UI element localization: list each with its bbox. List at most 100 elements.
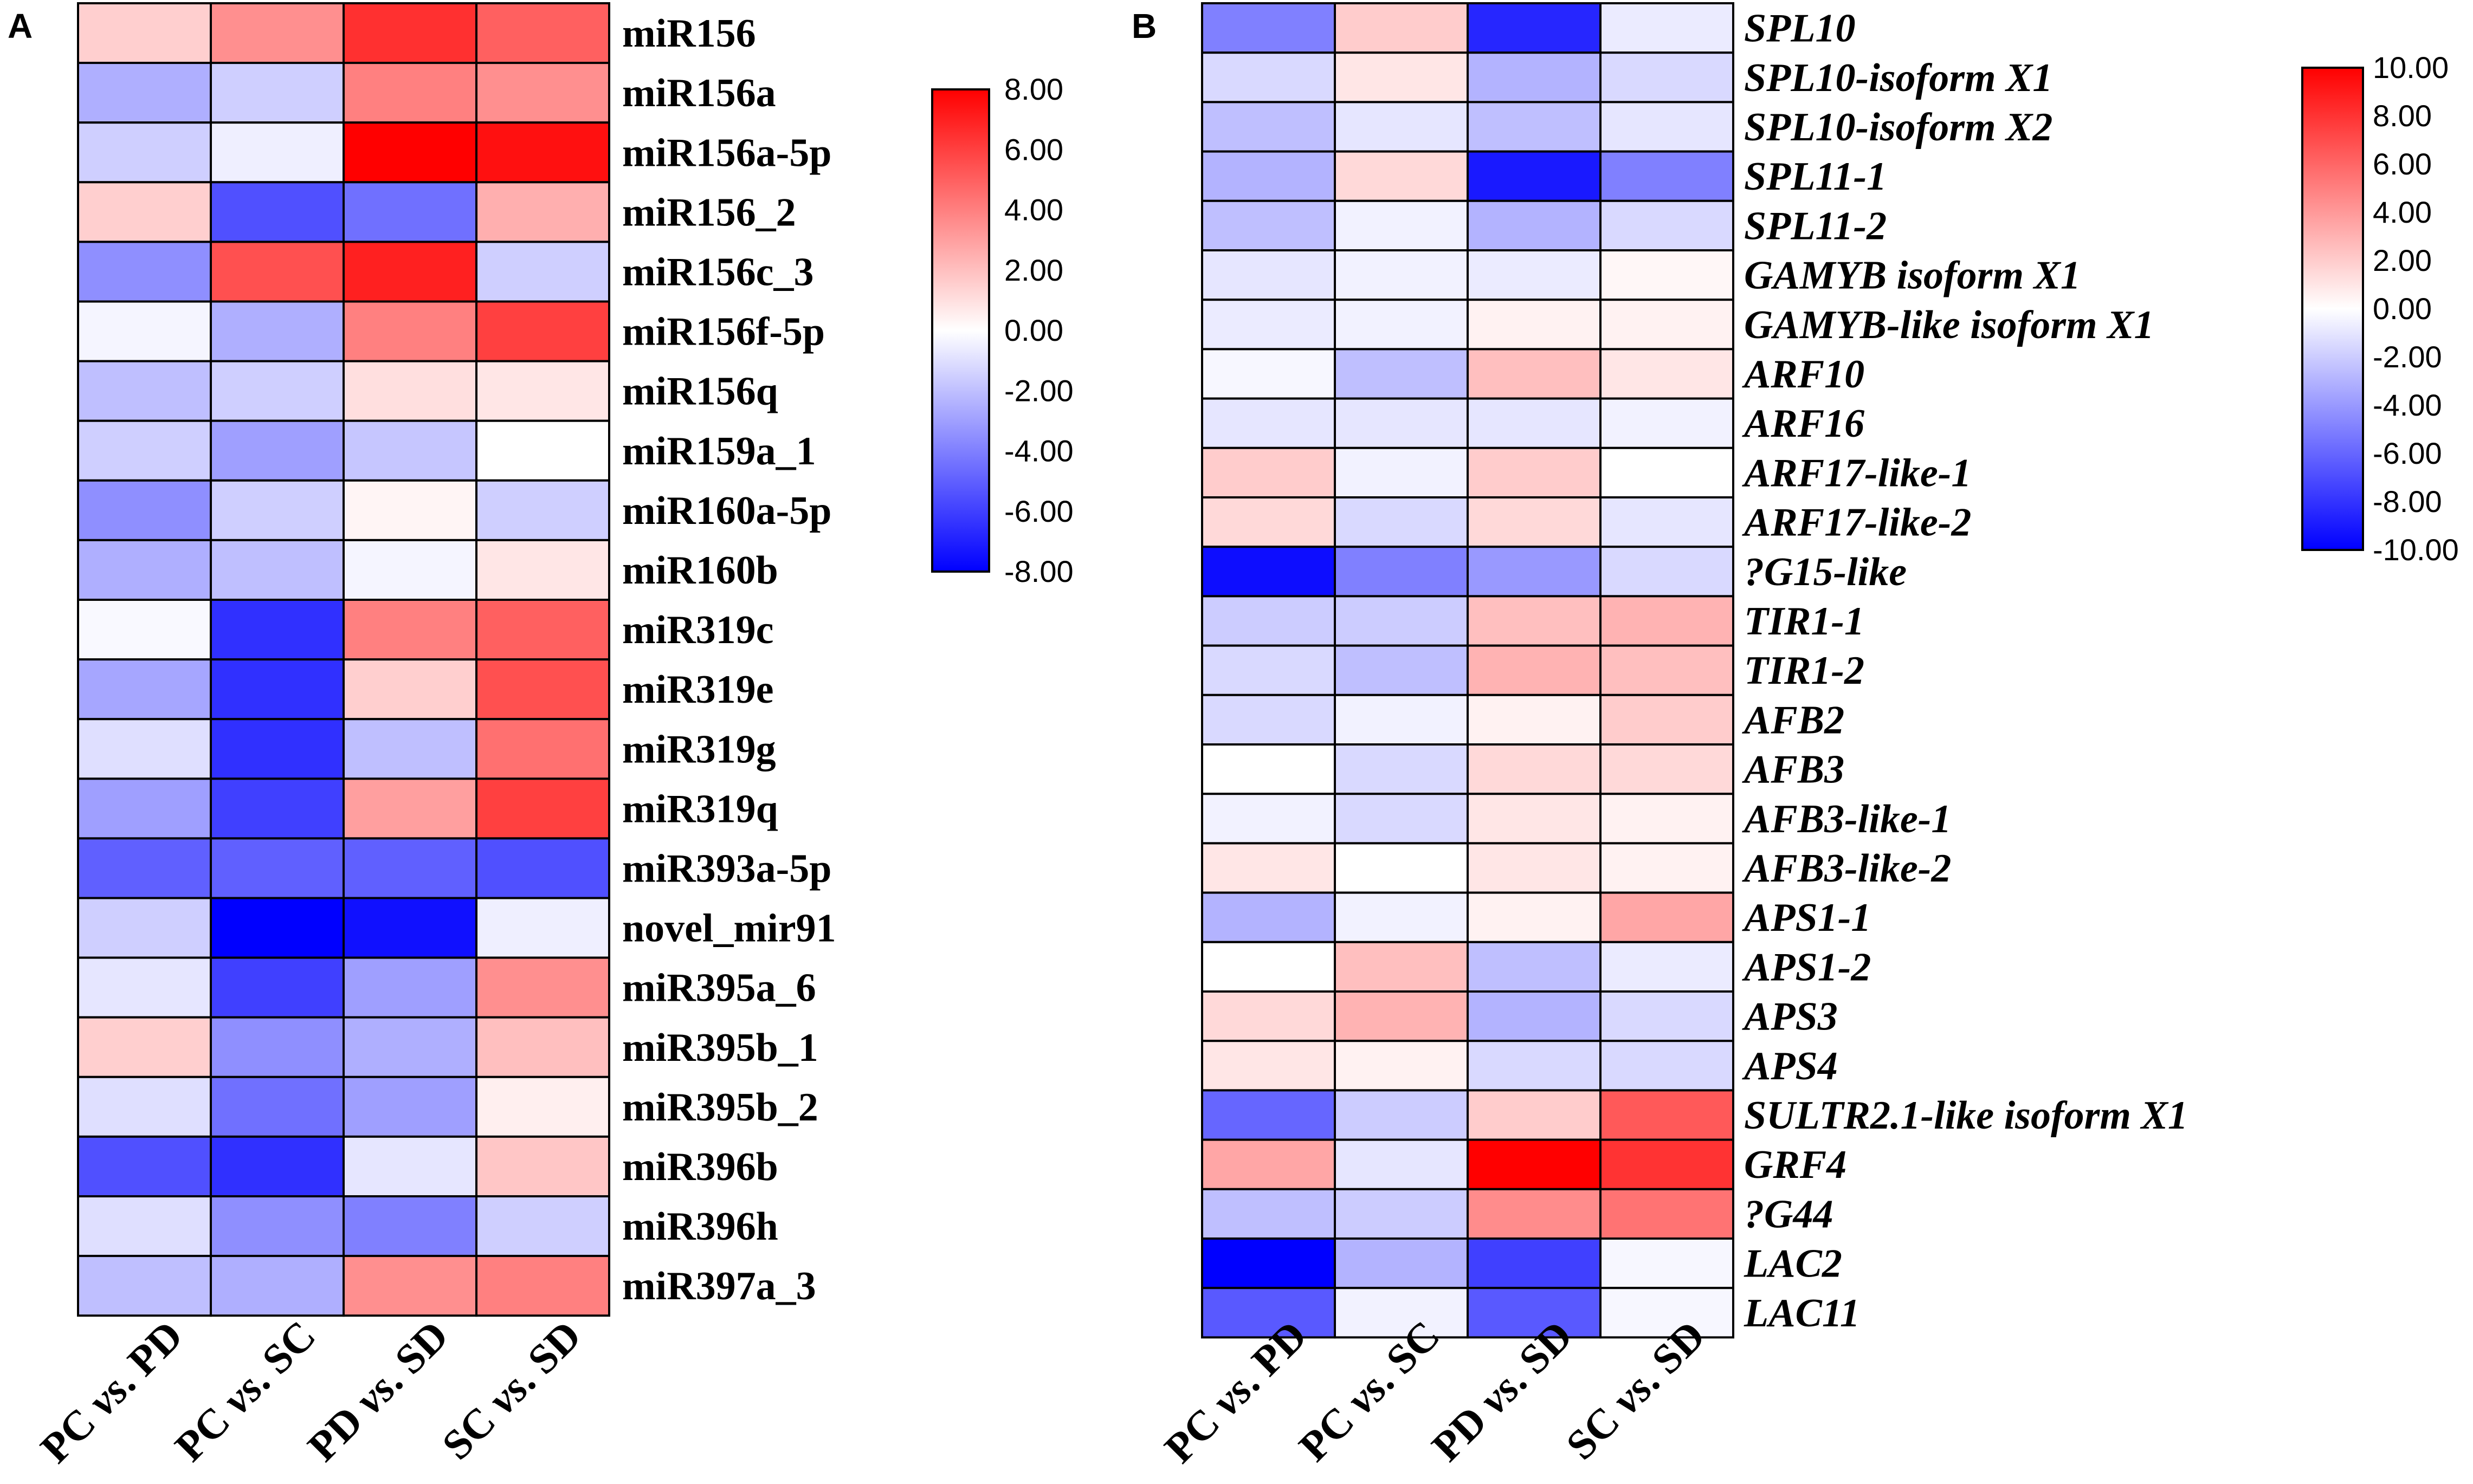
heatmap-cell (1201, 891, 1336, 943)
heatmap-cell (77, 897, 212, 959)
heatmap-cell (1334, 694, 1469, 746)
heatmap-cell (343, 419, 477, 482)
panel-b-cells (1201, 2, 1734, 1339)
heatmap-cell (77, 360, 212, 422)
row-label: SPL11-2 (1744, 204, 1887, 248)
heatmap-cell (1467, 496, 1602, 548)
heatmap-cell (210, 718, 345, 780)
row-label: miR396b (622, 1145, 778, 1189)
row-label: LAC11 (1744, 1291, 1860, 1336)
heatmap-cell (343, 718, 477, 780)
colorbar-gradient (931, 88, 990, 573)
heatmap-cell (475, 479, 610, 541)
panel-b-letter: B (1132, 7, 1157, 46)
heatmap-cell (1599, 150, 1734, 202)
heatmap-cell (1334, 842, 1469, 894)
row-label: ?G44 (1744, 1192, 1833, 1236)
heatmap-cell (1334, 348, 1469, 400)
heatmap-cell (1334, 1237, 1469, 1289)
heatmap-cell (210, 121, 345, 184)
heatmap-cell (210, 1016, 345, 1078)
heatmap-cell (210, 837, 345, 899)
heatmap-cell (210, 241, 345, 303)
colorbar-tick-label: -2.00 (2373, 340, 2442, 374)
row-label: miR156c_3 (622, 250, 814, 295)
heatmap-cell (1334, 1188, 1469, 1240)
heatmap-cell (1334, 1040, 1469, 1092)
row-label: APS3 (1742, 995, 1838, 1039)
heatmap-cell (77, 599, 212, 661)
row-label: miR319g (622, 727, 776, 772)
row-label: miR393a-5p (622, 846, 831, 891)
heatmap-cell (475, 658, 610, 721)
row-label: miR395a_6 (622, 966, 816, 1010)
panel-b-colorbar: 10.00 8.00 6.00 4.00 2.00 0.00 -2.00 -4.00 -6.00… (2301, 50, 2459, 567)
heatmap-cell (1334, 990, 1469, 1042)
heatmap-cell (343, 539, 477, 601)
heatmap-cell (475, 121, 610, 184)
heatmap-cell (1334, 199, 1469, 251)
heatmap-cell (1201, 1237, 1336, 1289)
heatmap-cell (210, 479, 345, 541)
heatmap-cell (210, 1255, 345, 1317)
row-label: miR160b (622, 548, 778, 593)
colorbar-tick-label: -6.00 (2373, 436, 2442, 470)
heatmap-cell (475, 1195, 610, 1258)
heatmap-cell (1599, 941, 1734, 993)
row-label: miR159a_1 (622, 429, 816, 474)
heatmap-cell (1334, 595, 1469, 647)
heatmap-cell (1334, 496, 1469, 548)
heatmap-cell (77, 479, 212, 541)
heatmap-cell (1334, 644, 1469, 696)
heatmap-cell (475, 62, 610, 124)
heatmap-cell (343, 479, 477, 541)
row-label: miR396h (622, 1204, 778, 1249)
heatmap-cell (475, 419, 610, 482)
row-label: miR319c (622, 608, 774, 652)
heatmap-cell (1599, 1237, 1734, 1289)
row-label: miR156_2 (622, 190, 796, 235)
colorbar-tick-label: 2.00 (2373, 243, 2432, 277)
row-label: ARF16 (1742, 401, 1864, 446)
row-label: miR160a-5p (622, 489, 831, 533)
heatmap-cell (475, 1016, 610, 1078)
heatmap-cell (1201, 990, 1336, 1042)
heatmap-cell (475, 2, 610, 64)
row-label: TIR1-2 (1744, 649, 1864, 693)
heatmap-cell (1599, 546, 1734, 598)
heatmap-cell (1201, 644, 1336, 696)
heatmap-cell (1599, 743, 1734, 795)
heatmap-cell (210, 300, 345, 362)
heatmap-cell (343, 1135, 477, 1197)
heatmap-cell (1599, 199, 1734, 251)
row-label: ARF10 (1742, 352, 1864, 397)
heatmap-cell (210, 1075, 345, 1138)
heatmap-cell (77, 1135, 212, 1197)
heatmap-cell (475, 956, 610, 1019)
row-label: AFB3-like-1 (1742, 797, 1951, 841)
heatmap-cell (475, 1135, 610, 1197)
heatmap-cell (343, 121, 477, 184)
heatmap-cell (1467, 990, 1602, 1042)
heatmap-cell (1334, 51, 1469, 103)
heatmap-cell (77, 181, 212, 243)
row-label: miR395b_2 (622, 1085, 818, 1130)
heatmap-cell (77, 300, 212, 362)
heatmap-cell (1599, 595, 1734, 647)
heatmap-cell (210, 539, 345, 601)
heatmap-cell (1599, 1188, 1734, 1240)
heatmap-cell (1467, 793, 1602, 845)
heatmap-cell (1599, 496, 1734, 548)
row-label: miR156a-5p (622, 131, 831, 175)
heatmap-cell (343, 897, 477, 959)
colorbar-tick-label: -6.00 (1004, 494, 1074, 528)
heatmap-cell (1467, 2, 1602, 54)
row-label: SPL10-isoform X2 (1744, 105, 2052, 150)
heatmap-cell (1467, 1237, 1602, 1289)
heatmap-cell (1201, 1188, 1336, 1240)
heatmap-cell (475, 1075, 610, 1138)
heatmap-cell (1334, 249, 1469, 301)
